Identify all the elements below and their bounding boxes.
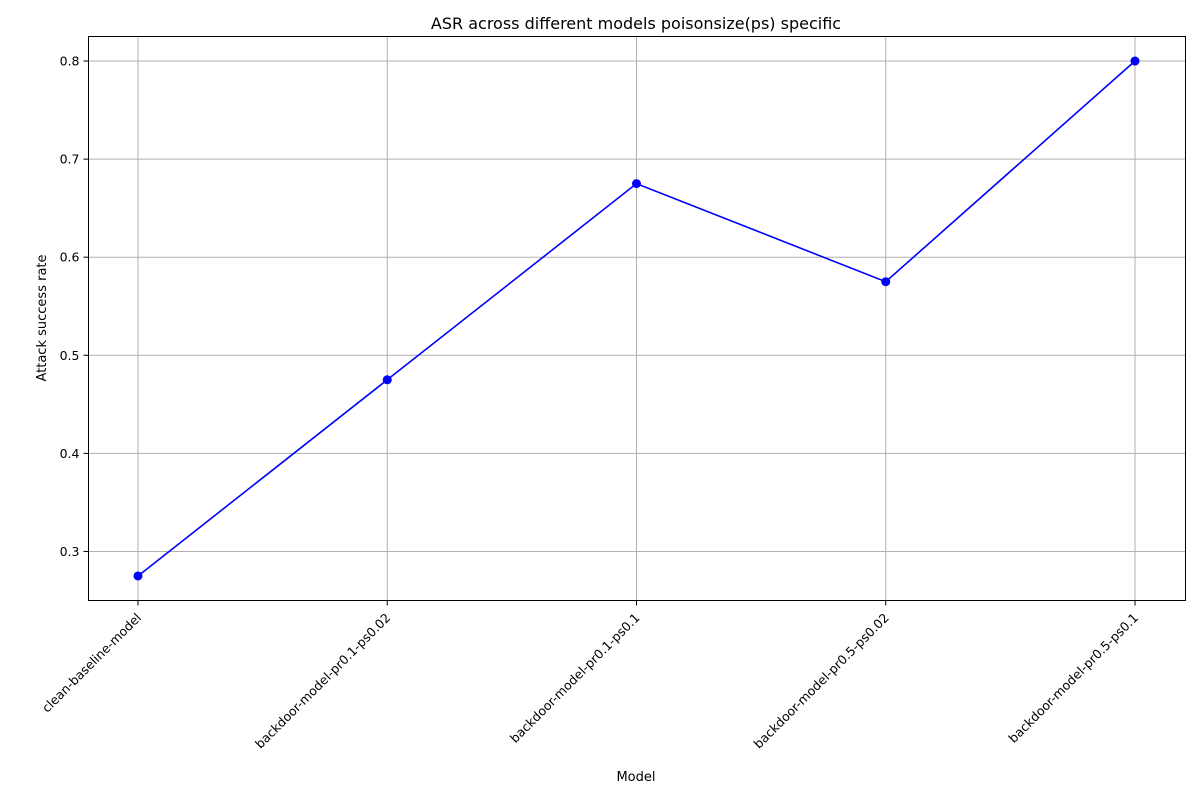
- y-tick-label: 0.4: [60, 446, 80, 461]
- x-tick-label: backdoor-model-pr0.1-ps0.1: [507, 610, 643, 746]
- x-tick-label: clean-baseline-model: [39, 610, 144, 715]
- data-point: [632, 179, 641, 189]
- data-point: [133, 571, 143, 581]
- y-tick-label: 0.8: [60, 54, 80, 69]
- grid: [88, 36, 1186, 601]
- data-point: [881, 277, 891, 287]
- x-axis-label: Model: [616, 770, 655, 785]
- data-point: [1130, 56, 1140, 66]
- axis-ticks: clean-baseline-model backdoor-model-pr0.1…: [39, 54, 1141, 752]
- x-tick-label: backdoor-model-pr0.1-ps0.02: [252, 610, 393, 751]
- y-tick-label: 0.7: [60, 152, 80, 167]
- y-axis-label: Attack success rate: [35, 254, 50, 381]
- y-tick-label: 0.3: [60, 544, 80, 559]
- y-tick-label: 0.5: [60, 348, 80, 363]
- y-tick-label: 0.6: [60, 250, 80, 265]
- x-tick-label: backdoor-model-pr0.5-ps0.02: [750, 610, 891, 751]
- data-point: [382, 375, 392, 385]
- series-layer: [133, 56, 1140, 581]
- chart-title: ASR across different models poisonsize(p…: [431, 14, 841, 33]
- x-tick-label: backdoor-model-pr0.5-ps0.1: [1005, 610, 1141, 746]
